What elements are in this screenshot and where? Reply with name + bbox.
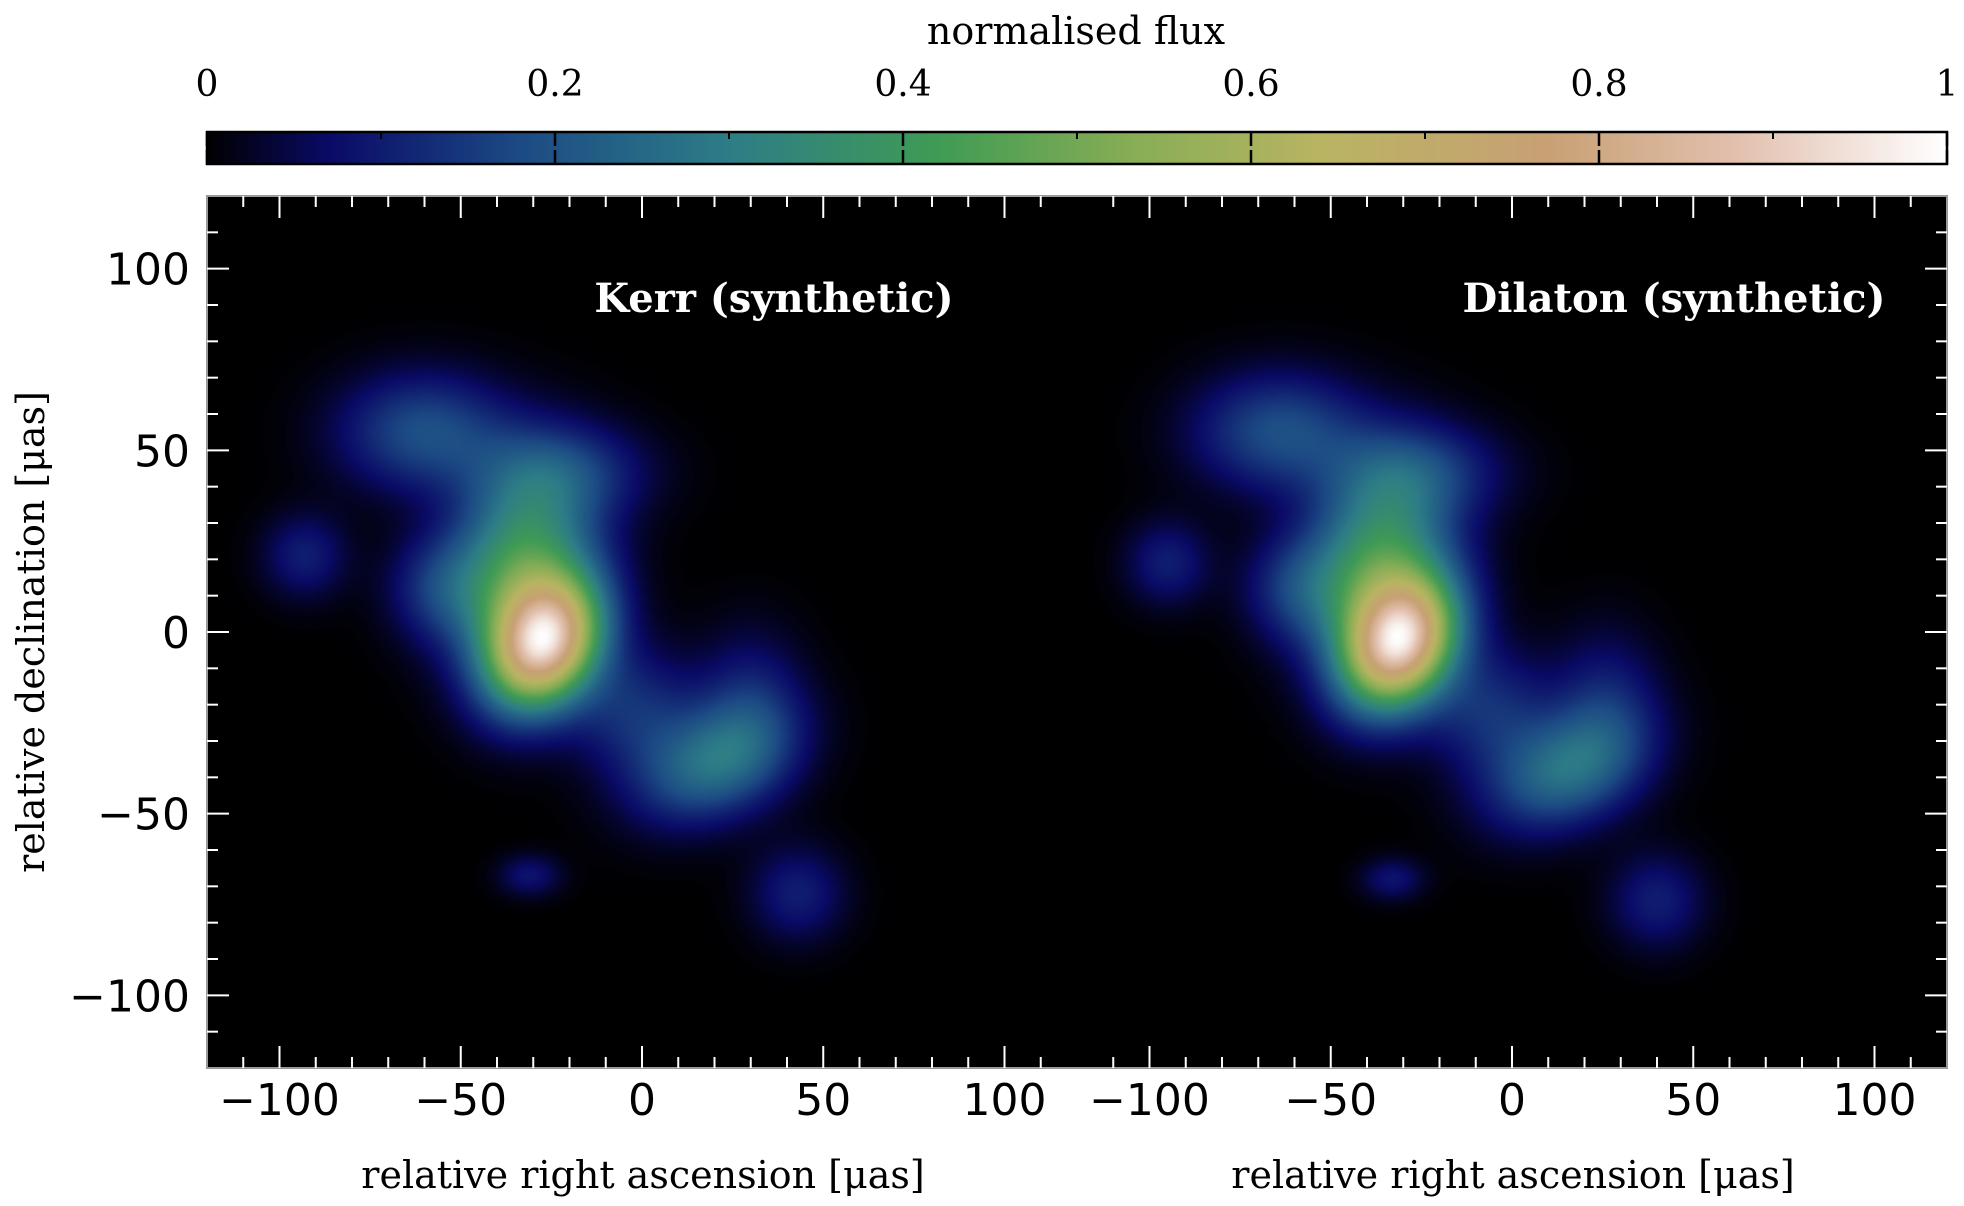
x-tick-label: 100: [1833, 1075, 1917, 1126]
x-tick-label: 0: [1498, 1075, 1526, 1126]
colorbar: normalised flux 0 0.2 0.4 0.6 0.8 1: [196, 9, 1959, 166]
colorbar-tick-label: 0.4: [874, 64, 931, 105]
x-tick-label: −100: [219, 1075, 340, 1126]
kerr-panel-title: Kerr (synthetic): [594, 275, 953, 322]
colorbar-tick-label: 1: [1936, 64, 1959, 105]
colorbar-tick-label: 0: [196, 64, 219, 105]
x-tick-label: 100: [963, 1075, 1047, 1126]
axis-ticks: [207, 196, 1947, 1068]
x-tick-label: 50: [795, 1075, 851, 1126]
x-axis-label-right: relative right ascension [μas]: [1231, 1153, 1794, 1197]
x-tick-labels: −100 −50 0 50 100 −100 −50 0 50 100: [219, 1075, 1916, 1126]
y-tick-label: 50: [134, 426, 190, 477]
kerr-image: [207, 196, 1077, 1068]
colorbar-tick-label: 0.6: [1222, 64, 1279, 105]
x-axis-label-left: relative right ascension [μas]: [361, 1153, 924, 1197]
y-tick-label: 100: [106, 245, 190, 296]
colorbar-tick-label: 0.2: [526, 64, 583, 105]
dilaton-image: [1077, 196, 1947, 1068]
dilaton-panel-title: Dilaton (synthetic): [1463, 275, 1886, 322]
y-tick-label: −100: [69, 971, 190, 1022]
colorbar-tick-label: 0.8: [1570, 64, 1627, 105]
panels: Kerr (synthetic) Dilaton (synthetic): [206, 195, 1948, 1069]
x-tick-label: −50: [414, 1075, 507, 1126]
y-tick-labels: 100 50 0 −50 −100: [69, 245, 190, 1023]
x-tick-label: 50: [1665, 1075, 1721, 1126]
y-tick-label: 0: [162, 608, 190, 659]
x-tick-label: −50: [1284, 1075, 1377, 1126]
y-tick-label: −50: [97, 790, 190, 841]
x-tick-label: −100: [1089, 1075, 1210, 1126]
colorbar-label: normalised flux: [927, 9, 1225, 53]
x-tick-label: 0: [628, 1075, 656, 1126]
y-axis-label: relative declination [μas]: [9, 391, 53, 873]
